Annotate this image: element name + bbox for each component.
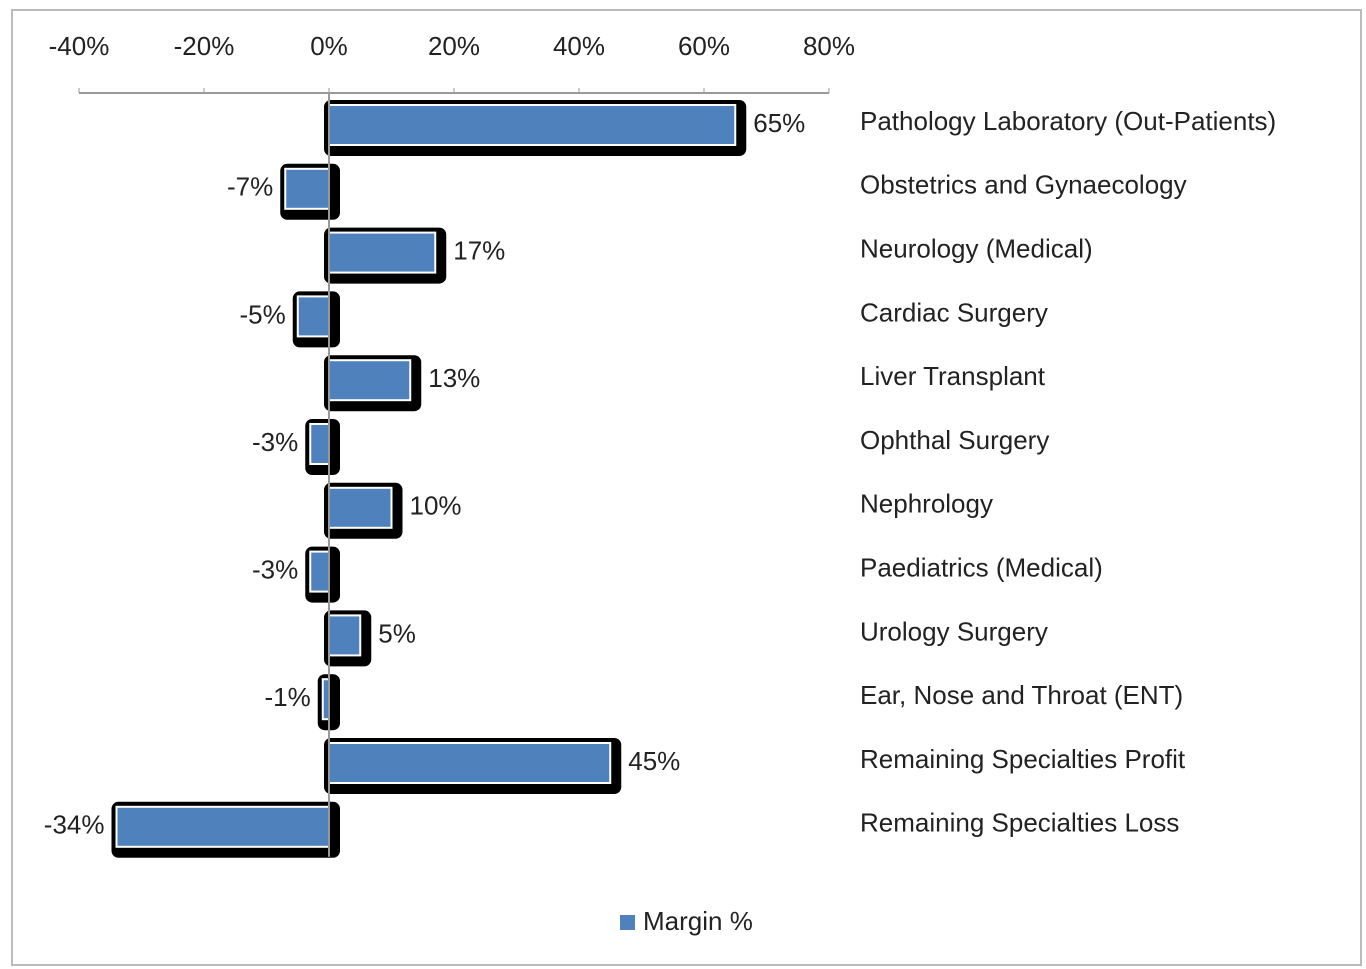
category-label: Nephrology (860, 489, 993, 519)
data-label: 45% (628, 746, 680, 776)
data-label: 10% (410, 491, 462, 521)
bar (328, 231, 437, 274)
bar (328, 614, 362, 657)
category-label: Obstetrics and Gynaecology (860, 170, 1187, 200)
bar (284, 167, 330, 210)
bar (328, 359, 412, 402)
x-tick-label: -20% (174, 31, 235, 61)
bar (115, 805, 330, 848)
category-label: Neurology (Medical) (860, 233, 1093, 263)
data-label: -3% (252, 427, 298, 457)
bar (328, 104, 737, 146)
bar (309, 423, 330, 465)
data-label: -34% (44, 810, 105, 840)
data-label: 65% (753, 108, 805, 138)
bar (296, 295, 330, 338)
legend-label: Margin % (643, 906, 753, 936)
legend-swatch (620, 915, 635, 930)
x-tick-label: 0% (310, 31, 348, 61)
category-label: Paediatrics (Medical) (860, 552, 1103, 582)
category-label: Remaining Specialties Profit (860, 744, 1186, 774)
category-label: Liver Transplant (860, 361, 1046, 391)
data-label: 17% (453, 235, 505, 265)
bar (328, 742, 612, 784)
bar (309, 550, 330, 593)
bar (328, 486, 393, 529)
category-label: Cardiac Surgery (860, 297, 1048, 327)
category-label: Ophthal Surgery (860, 425, 1049, 455)
data-label: -7% (227, 172, 273, 202)
x-tick-label: 40% (553, 31, 605, 61)
category-label: Pathology Laboratory (Out-Patients) (860, 106, 1276, 136)
data-label: -5% (240, 299, 286, 329)
x-tick-label: 20% (428, 31, 480, 61)
x-tick-label: 80% (803, 31, 855, 61)
data-label: 5% (378, 618, 416, 648)
category-label: Urology Surgery (860, 616, 1048, 646)
data-label: 13% (428, 363, 480, 393)
data-label: -3% (252, 554, 298, 584)
data-label: -1% (265, 682, 311, 712)
x-tick-label: -40% (49, 31, 110, 61)
category-label: Ear, Nose and Throat (ENT) (860, 680, 1183, 710)
x-tick-label: 60% (678, 31, 730, 61)
category-label: Remaining Specialties Loss (860, 808, 1179, 838)
